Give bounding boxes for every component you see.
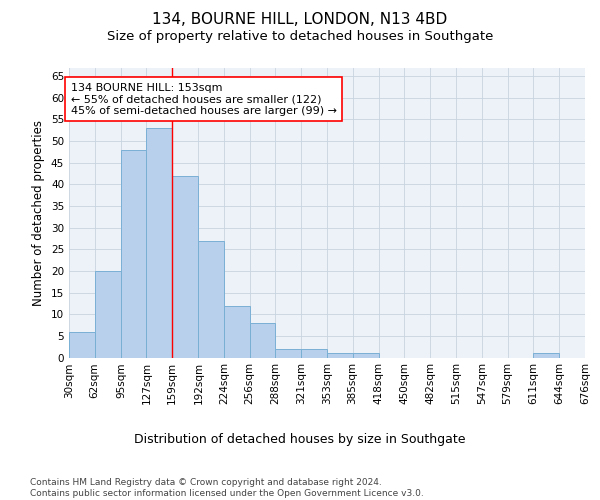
Bar [121,150,146,358]
Bar [95,271,121,358]
Text: 134, BOURNE HILL, LONDON, N13 4BD: 134, BOURNE HILL, LONDON, N13 4BD [152,12,448,28]
Bar [250,323,275,358]
Text: Size of property relative to detached houses in Southgate: Size of property relative to detached ho… [107,30,493,43]
Text: Distribution of detached houses by size in Southgate: Distribution of detached houses by size … [134,432,466,446]
Bar [172,176,199,358]
Bar [199,240,224,358]
Bar [301,349,327,358]
Bar [353,353,379,358]
Text: Contains HM Land Registry data © Crown copyright and database right 2024.
Contai: Contains HM Land Registry data © Crown c… [30,478,424,498]
Bar [533,353,559,358]
Bar [224,306,250,358]
Y-axis label: Number of detached properties: Number of detached properties [32,120,46,306]
Bar [146,128,172,358]
Bar [69,332,95,357]
Bar [275,349,301,358]
Bar [327,353,353,358]
Text: 134 BOURNE HILL: 153sqm
← 55% of detached houses are smaller (122)
45% of semi-d: 134 BOURNE HILL: 153sqm ← 55% of detache… [71,82,337,116]
